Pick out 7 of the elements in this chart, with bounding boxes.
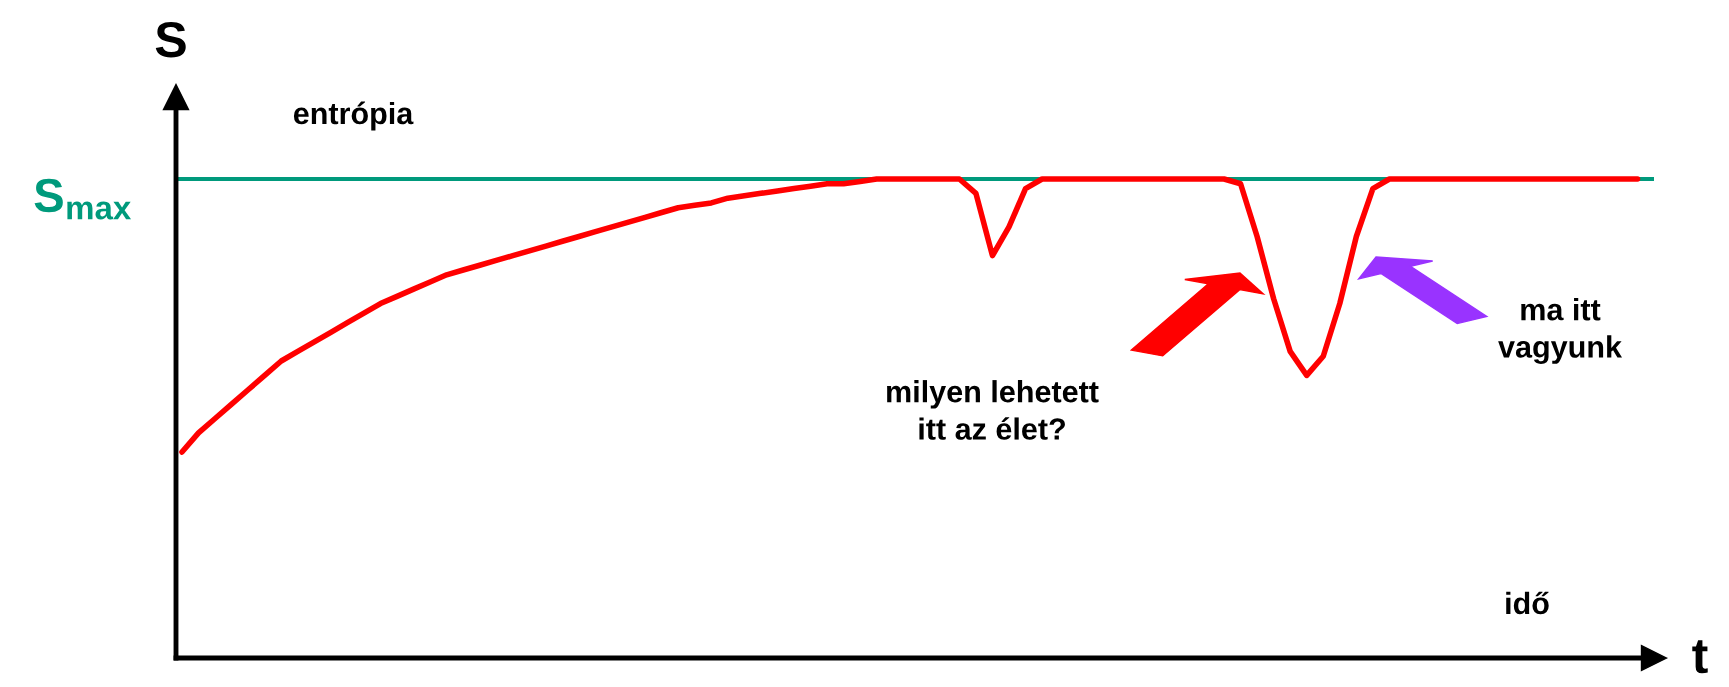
ref-line-label: S$_{max}$ (34, 178, 132, 220)
annotation: idő (1506, 591, 1549, 615)
x-axis-title: t (1692, 640, 1708, 674)
y-axis-title: S (155, 22, 186, 58)
annotation: milyen lehetett itt az élet? (887, 380, 1099, 440)
text: entrópia (293, 101, 414, 131)
annotation: ma itt vagyunk (1498, 298, 1623, 364)
